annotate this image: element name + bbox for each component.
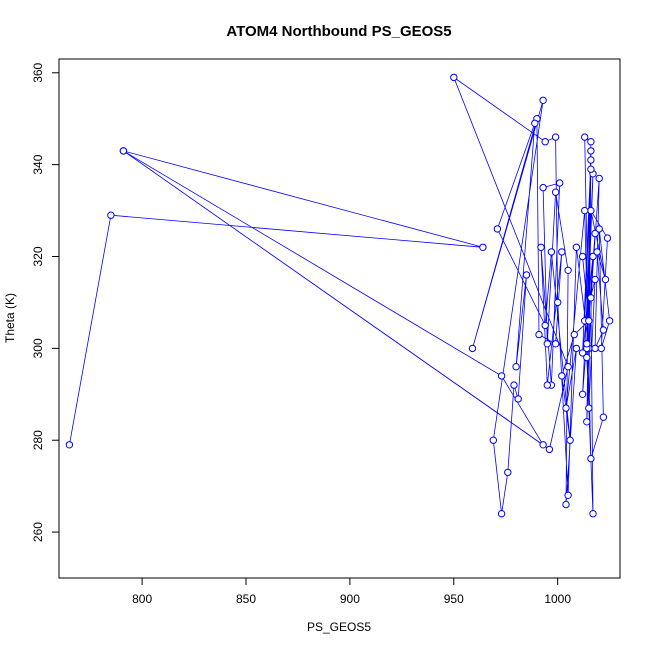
data-point <box>599 413 608 421</box>
data-point <box>504 468 512 477</box>
data-point <box>468 344 477 353</box>
data-point <box>514 395 522 403</box>
data-point <box>599 326 608 334</box>
data-point <box>583 418 591 426</box>
data-point <box>562 500 570 509</box>
data-point <box>497 372 506 380</box>
y-tick-label: 260 <box>31 522 45 542</box>
x-tick-label: 950 <box>444 592 464 606</box>
y-axis-label: Theta (K) <box>3 293 17 343</box>
data-point <box>583 340 591 348</box>
data-point <box>581 206 589 215</box>
data-point <box>535 330 543 339</box>
data-point <box>564 363 572 371</box>
data-point <box>558 372 566 380</box>
data-point <box>539 96 547 105</box>
data-point <box>587 294 595 302</box>
data-point <box>539 183 547 192</box>
data-point <box>558 248 566 256</box>
data-point <box>543 381 551 389</box>
data-point <box>493 225 502 233</box>
data-point <box>545 445 554 454</box>
data-point <box>564 266 572 274</box>
data-point <box>497 510 506 518</box>
data-point <box>551 188 560 196</box>
data-point <box>489 436 497 444</box>
data-point <box>587 147 595 155</box>
data-point <box>595 174 603 183</box>
data-point <box>591 275 599 284</box>
data-point <box>581 133 589 141</box>
data-point <box>578 349 587 357</box>
data-point <box>578 390 587 398</box>
y-tick-label: 300 <box>31 338 45 358</box>
data-point <box>591 344 599 353</box>
data-point <box>541 138 549 146</box>
x-tick-label: 900 <box>340 592 360 606</box>
data-point <box>551 340 560 348</box>
data-point <box>539 441 547 449</box>
data-point <box>450 73 458 82</box>
data-point <box>587 156 595 164</box>
data-point <box>119 147 128 155</box>
data-point <box>107 211 115 219</box>
data-point <box>591 229 599 238</box>
data-point <box>589 510 597 518</box>
y-tick-label: 280 <box>31 430 45 450</box>
chart-title: ATOM4 Northbound PS_GEOS5 <box>226 23 451 40</box>
data-point <box>578 252 587 261</box>
x-tick-label: 850 <box>236 592 256 606</box>
data-point <box>570 330 578 339</box>
y-axis: 260 280 300 320 340 360 <box>31 62 60 542</box>
data-point <box>572 344 581 353</box>
data-point <box>601 275 610 284</box>
x-tick-label: 1000 <box>544 592 571 606</box>
x-axis-label: PS_GEOS5 <box>307 620 371 634</box>
data-point <box>537 243 545 252</box>
data-point <box>556 179 564 187</box>
data-point <box>587 206 595 215</box>
data-point <box>531 119 539 128</box>
data-point <box>585 404 593 412</box>
data-point <box>522 271 531 279</box>
x-axis: 800 850 900 950 1000 <box>132 577 571 606</box>
data-point <box>547 248 556 256</box>
data-point <box>605 317 614 325</box>
data-point <box>562 404 570 412</box>
data-point <box>554 298 562 307</box>
data-point <box>479 243 487 252</box>
data-point <box>603 234 612 242</box>
data-point <box>583 353 591 362</box>
data-point <box>512 363 520 371</box>
y-tick-label: 340 <box>31 154 45 174</box>
series-group <box>65 73 614 518</box>
data-point <box>585 317 593 325</box>
data-point <box>65 441 74 449</box>
data-point <box>587 138 595 146</box>
data-point <box>597 344 605 353</box>
y-tick-label: 320 <box>31 246 45 266</box>
data-point <box>593 248 601 256</box>
data-point <box>566 436 574 444</box>
data-point <box>564 491 572 499</box>
data-point <box>572 243 581 252</box>
data-point <box>589 252 597 261</box>
y-tick-label: 360 <box>31 62 45 82</box>
x-tick-label: 800 <box>132 592 152 606</box>
data-point <box>510 381 518 389</box>
data-point <box>587 165 595 173</box>
data-point <box>595 225 603 233</box>
data-point <box>587 454 595 463</box>
data-point <box>551 133 560 141</box>
data-point <box>543 340 551 348</box>
data-point <box>541 321 549 330</box>
